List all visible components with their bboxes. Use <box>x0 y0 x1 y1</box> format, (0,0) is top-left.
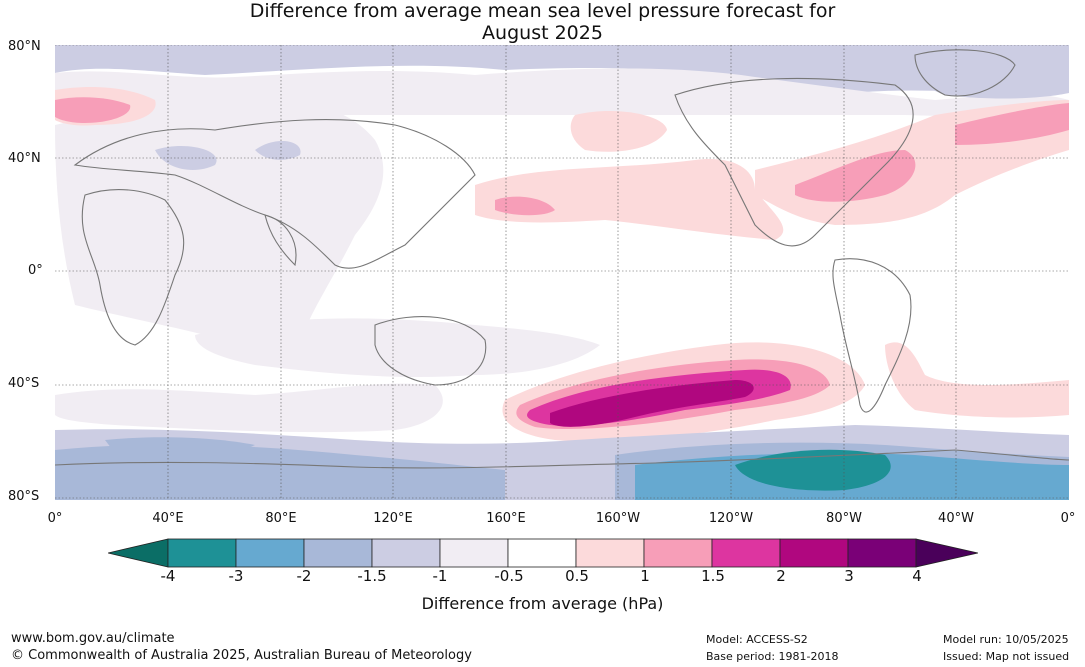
lat-label-eq: 0° <box>28 263 43 278</box>
anomaly-region-sth-atlantic-pos <box>885 342 1069 418</box>
colorbar-swatch <box>167 538 237 568</box>
coastline-europe-asia <box>73 119 476 269</box>
colorbar-swatch <box>711 538 781 568</box>
lon-label-0-right: 0° <box>1060 511 1076 526</box>
lat-label-80n: 80°N <box>8 39 41 54</box>
lon-label-0-left: 0° <box>47 511 63 526</box>
anomaly-region-antarctic-neg4 <box>735 449 891 491</box>
colorbar-tick: 1.5 <box>701 567 725 585</box>
colorbar-tick: -1 <box>432 567 448 585</box>
anomaly-region-arctic-neg <box>55 45 1069 93</box>
lon-label-120e: 120°E <box>373 511 413 526</box>
footer-url: www.bom.gov.au/climate <box>11 631 175 646</box>
map-title-line2: August 2025 <box>482 22 603 44</box>
colorbar-tick: 2 <box>776 567 786 585</box>
lon-label-40e: 40°E <box>152 511 184 526</box>
lat-label-40s: 40°S <box>8 376 40 391</box>
anomaly-region-greenland-neg <box>905 46 1069 99</box>
footer-model-run: Model run: 10/05/2025 <box>943 633 1069 646</box>
colorbar-swatch <box>779 538 849 568</box>
colorbar-tick: 0.5 <box>565 567 589 585</box>
anomaly-region-sth-pacific-pos4 <box>550 380 754 427</box>
coastline-australia <box>374 316 487 386</box>
colorbar-swatch <box>303 538 373 568</box>
coastline-india <box>264 214 297 267</box>
lon-label-120w: 120°W <box>708 511 754 526</box>
colorbar-swatch <box>847 538 917 568</box>
anomaly-region-indian-antarctic-neg <box>105 437 255 455</box>
map-title-line1: Difference from average mean sea level p… <box>249 0 836 22</box>
lon-label-160e: 160°E <box>486 511 526 526</box>
colorbar-title: Difference from average (hPa) <box>421 594 664 613</box>
colorbar-extend-high <box>915 538 978 568</box>
colorbar-tick: 4 <box>912 567 922 585</box>
coastline-south-america <box>832 258 912 413</box>
pressure-anomaly-map <box>55 45 1069 500</box>
colorbar-swatch <box>439 538 509 568</box>
coastline-africa <box>81 189 185 346</box>
colorbar-swatch <box>575 538 645 568</box>
colorbar-tick: -3 <box>228 567 244 585</box>
colorbar-tick: 1 <box>640 567 650 585</box>
footer-base-period: Base period: 1981-2018 <box>706 650 839 663</box>
lon-label-80e: 80°E <box>265 511 297 526</box>
anomaly-region-subtropical-pacific-pos <box>475 159 784 240</box>
anomaly-region-subtropical-pacific-pos2 <box>495 196 555 216</box>
lon-label-40w: 40°W <box>938 511 974 526</box>
lat-label-40n: 40°N <box>8 151 41 166</box>
colorbar-tick: -4 <box>160 567 176 585</box>
anomaly-region-south-indian-weak <box>55 383 443 433</box>
anomaly-region-europe-pos2 <box>55 97 131 123</box>
anomaly-region-eurasia-weak <box>55 102 384 341</box>
anomaly-region-indian-ocean-weak <box>195 318 600 377</box>
anomaly-region-central-asia-neg <box>155 140 301 170</box>
coastline-antarctica <box>55 449 1069 469</box>
anomaly-region-natlantic-pos2 <box>795 103 1069 202</box>
colorbar-tick: -2 <box>296 567 312 585</box>
colorbar-tick: -1.5 <box>357 567 387 585</box>
lat-label-80s: 80°S <box>8 489 40 504</box>
footer-model: Model: ACCESS-S2 <box>706 633 808 646</box>
lon-label-80w: 80°W <box>826 511 862 526</box>
lon-label-160w: 160°W <box>595 511 641 526</box>
colorbar-swatch <box>507 538 577 568</box>
colorbar <box>108 538 978 568</box>
footer-copyright: © Commonwealth of Australia 2025, Austra… <box>11 648 472 663</box>
colorbar-tick: -0.5 <box>494 567 524 585</box>
colorbar-swatch <box>371 538 441 568</box>
footer-issued: Issued: Map not issued <box>943 650 1070 663</box>
coastline-north-america <box>674 77 914 247</box>
colorbar-tick: 3 <box>844 567 854 585</box>
anomaly-region-antarctic-neg1 <box>55 444 505 500</box>
colorbar-extend-low <box>108 538 169 568</box>
colorbar-swatch <box>235 538 305 568</box>
colorbar-swatch <box>643 538 713 568</box>
coastline-greenland <box>914 49 1016 97</box>
anomaly-region-npacific-pos <box>570 110 667 152</box>
